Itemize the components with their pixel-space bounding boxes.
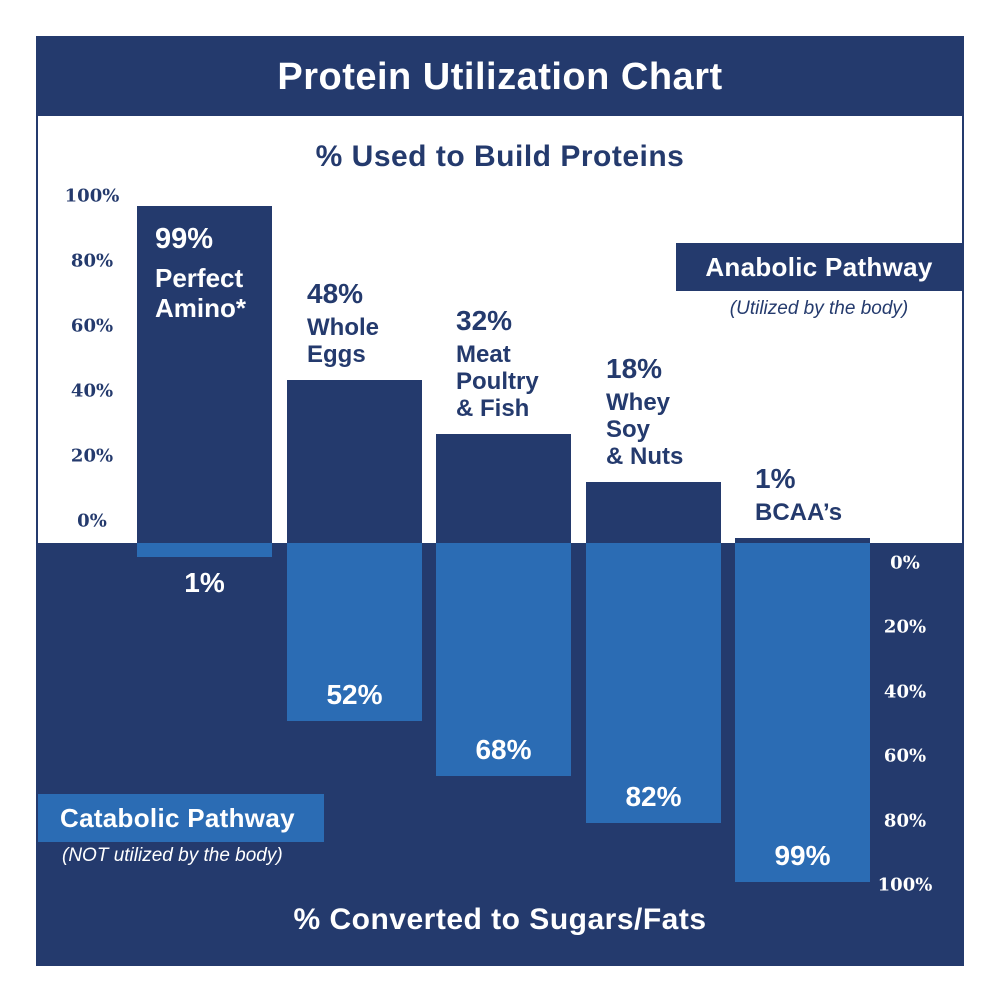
anabolic-section: % Used to Build Proteins 100% 80% 60% 40% 20… <box>38 116 962 543</box>
bar-catabolic-value: 52% <box>326 679 383 710</box>
left-axis-tick: 20% <box>70 445 114 467</box>
catabolic-bar <box>137 543 272 557</box>
bar-catabolic-value: 1% <box>184 567 225 598</box>
anabolic-pathway-label: Anabolic Pathway <box>705 251 933 282</box>
anabolic-pathway-subtitle: (Utilized by the body) <box>729 298 909 319</box>
right-axis-tick: 80% <box>883 810 927 832</box>
bar-anabolic-value: 32% <box>456 305 513 336</box>
anabolic-bar <box>436 434 571 543</box>
bar-category-line: Amino* <box>155 293 246 323</box>
bar-category-label: 18% Whey Soy & Nuts <box>606 353 684 471</box>
bar-category-line: Whey <box>606 389 671 416</box>
bar-category-line: Meat <box>456 341 511 368</box>
bar-catabolic-value: 68% <box>475 734 532 765</box>
bar-catabolic-value: 99% <box>774 840 831 871</box>
catabolic-heading: % Converted to Sugars/Fats <box>293 903 707 936</box>
catabolic-pathway-box: Catabolic Pathway <box>38 794 324 842</box>
anabolic-heading: % Used to Build Proteins <box>315 140 685 173</box>
bar-category-line: Perfect <box>155 263 244 293</box>
right-axis-tick: 40% <box>883 681 927 703</box>
bar-category-label: 32% Meat Poultry & Fish <box>456 305 539 423</box>
bar-category-line: Poultry <box>456 368 539 395</box>
left-axis-tick: 80% <box>70 250 114 272</box>
catabolic-bar <box>735 543 870 882</box>
bar-category-line: & Fish <box>456 395 530 422</box>
bar-category-line: Eggs <box>307 341 366 368</box>
left-axis-tick: 100% <box>64 185 120 207</box>
catabolic-pathway-subtitle: (NOT utilized by the body) <box>62 845 283 866</box>
catabolic-bar <box>586 543 721 823</box>
catabolic-bar <box>287 543 422 721</box>
left-axis-tick: 60% <box>70 315 114 337</box>
bar-category-label: 99% Perfect Amino* <box>155 224 246 323</box>
catabolic-section: 0% 20% 40% 60% 80% 100% 1% 52% 68% 82% 99% Catabo… <box>38 543 962 964</box>
bar-category-line: & Nuts <box>606 443 684 470</box>
catabolic-pathway-label: Catabolic Pathway <box>60 802 295 833</box>
left-axis-tick: 0% <box>77 510 107 532</box>
left-axis-tick: 40% <box>70 380 114 402</box>
right-axis-tick: 60% <box>883 745 927 767</box>
chart-frame: Protein Utilization Chart % Used to Buil… <box>36 36 964 966</box>
anabolic-bar <box>735 538 870 543</box>
bar-category-line: Soy <box>606 416 651 443</box>
right-axis-tick: 20% <box>883 616 927 638</box>
bar-category-label: 1% BCAA’s <box>755 463 843 527</box>
anabolic-bar <box>137 206 272 543</box>
bar-category-line: BCAA’s <box>755 499 843 526</box>
chart-title-band: Protein Utilization Chart <box>38 38 962 116</box>
bar-catabolic-value: 82% <box>625 781 682 812</box>
bar-anabolic-value: 18% <box>606 353 663 384</box>
anabolic-bar <box>586 482 721 543</box>
right-axis-tick: 100% <box>877 874 933 896</box>
bar-category-label: 48% Whole Eggs <box>307 278 379 369</box>
bar-anabolic-value: 99% <box>155 223 214 255</box>
anabolic-pathway-box: Anabolic Pathway <box>676 243 962 291</box>
anabolic-bar <box>287 380 422 543</box>
catabolic-bar <box>436 543 571 776</box>
bar-category-line: Whole <box>307 314 379 341</box>
bar-anabolic-value: 48% <box>307 278 364 309</box>
chart-title: Protein Utilization Chart <box>277 55 723 98</box>
right-axis-tick: 0% <box>890 552 920 574</box>
bar-anabolic-value: 1% <box>755 463 796 494</box>
